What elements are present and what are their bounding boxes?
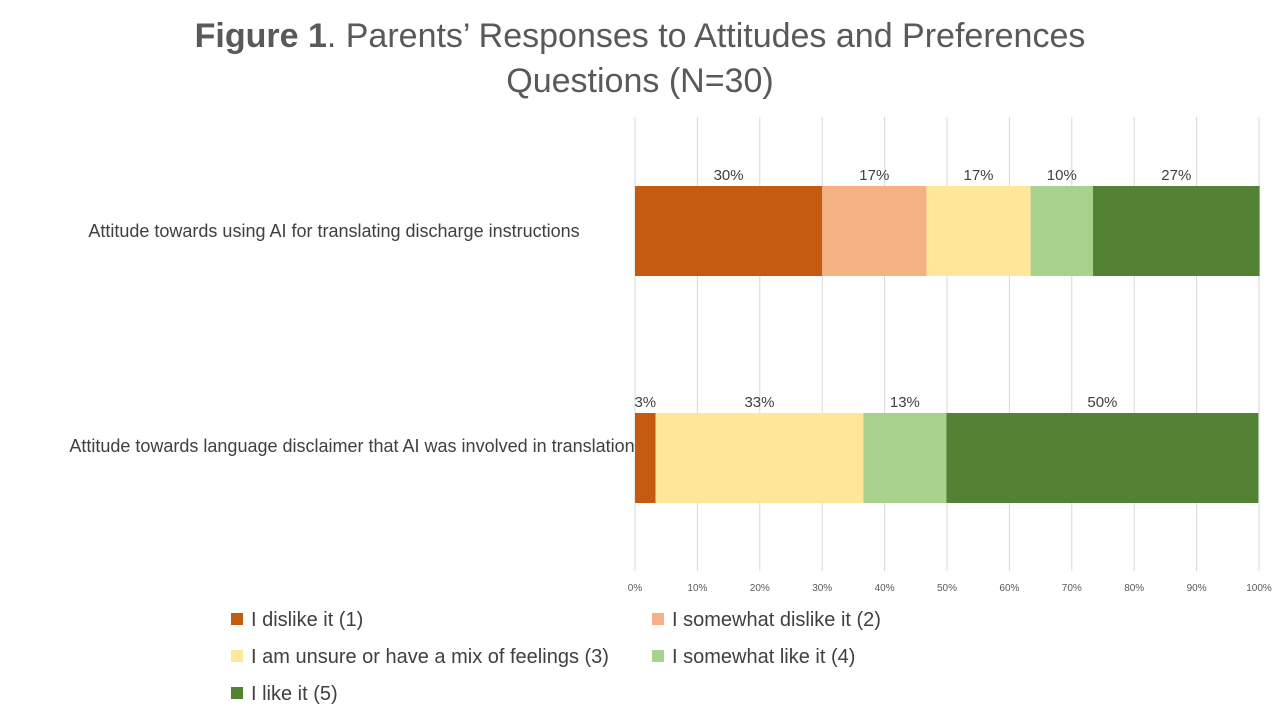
- legend-swatch-4: [231, 686, 243, 699]
- x-tick-label-6: 60%: [999, 583, 1019, 594]
- legend-swatch-1: [652, 612, 664, 625]
- x-tick-label-4: 40%: [875, 583, 895, 594]
- data-label-0-1: 17%: [859, 167, 889, 184]
- bar-0-0: [635, 186, 823, 276]
- legend-item-4: I like it (5): [231, 683, 338, 706]
- x-tick-label-10: 100%: [1246, 583, 1272, 594]
- x-tick-label-3: 30%: [812, 583, 832, 594]
- data-label-0-0: 30%: [714, 167, 744, 184]
- x-tick-label-7: 70%: [1062, 583, 1082, 594]
- legend-item-2: I am unsure or have a mix of feelings (3…: [231, 646, 609, 669]
- chart-title-text: . Parents’ Responses to Attitudes and Pr…: [326, 17, 1086, 100]
- bar-1-2: [655, 413, 864, 503]
- data-label-1-2: 33%: [744, 394, 774, 411]
- data-label-0-4: 27%: [1161, 167, 1191, 184]
- data-label-1-3: 13%: [890, 394, 920, 411]
- bar-1-3: [863, 413, 947, 503]
- bar-0-4: [1093, 186, 1260, 276]
- chart-title: Figure 1. Parents’ Responses to Attitude…: [140, 14, 1140, 104]
- x-tick-label-9: 90%: [1187, 583, 1207, 594]
- bar-1-4: [946, 413, 1259, 503]
- data-label-0-2: 17%: [963, 167, 993, 184]
- legend-item-1: I somewhat dislike it (2): [652, 609, 881, 632]
- x-tick-label-2: 20%: [750, 583, 770, 594]
- legend-swatch-0: [231, 612, 243, 625]
- legend-item-3: I somewhat like it (4): [652, 646, 855, 669]
- legend-item-0: I dislike it (1): [231, 609, 363, 632]
- category-label-1: Attitude towards language disclaimer tha…: [69, 436, 635, 456]
- x-tick-label-5: 50%: [937, 583, 957, 594]
- data-label-0-3: 10%: [1047, 167, 1077, 184]
- legend-swatch-2: [231, 649, 243, 662]
- bar-0-2: [926, 186, 1031, 276]
- legend-label-3: I somewhat like it (4): [672, 646, 856, 668]
- legend-label-4: I like it (5): [251, 683, 338, 705]
- x-tick-label-1: 10%: [687, 583, 707, 594]
- bar-1-0: [635, 413, 656, 503]
- bar-0-3: [1030, 186, 1094, 276]
- legend-swatch-3: [652, 649, 664, 662]
- category-label-0: Attitude towards using AI for translatin…: [88, 221, 580, 241]
- chart-title-prefix: Figure 1: [194, 17, 327, 55]
- data-label-1-4: 50%: [1087, 394, 1117, 411]
- legend-label-0: I dislike it (1): [251, 609, 364, 631]
- bar-0-1: [822, 186, 927, 276]
- data-label-1-0: 3%: [634, 394, 656, 411]
- legend-label-2: I am unsure or have a mix of feelings (3…: [251, 646, 609, 668]
- x-tick-label-0: 0%: [628, 583, 643, 594]
- legend-label-1: I somewhat dislike it (2): [672, 609, 881, 631]
- x-tick-label-8: 80%: [1124, 583, 1144, 594]
